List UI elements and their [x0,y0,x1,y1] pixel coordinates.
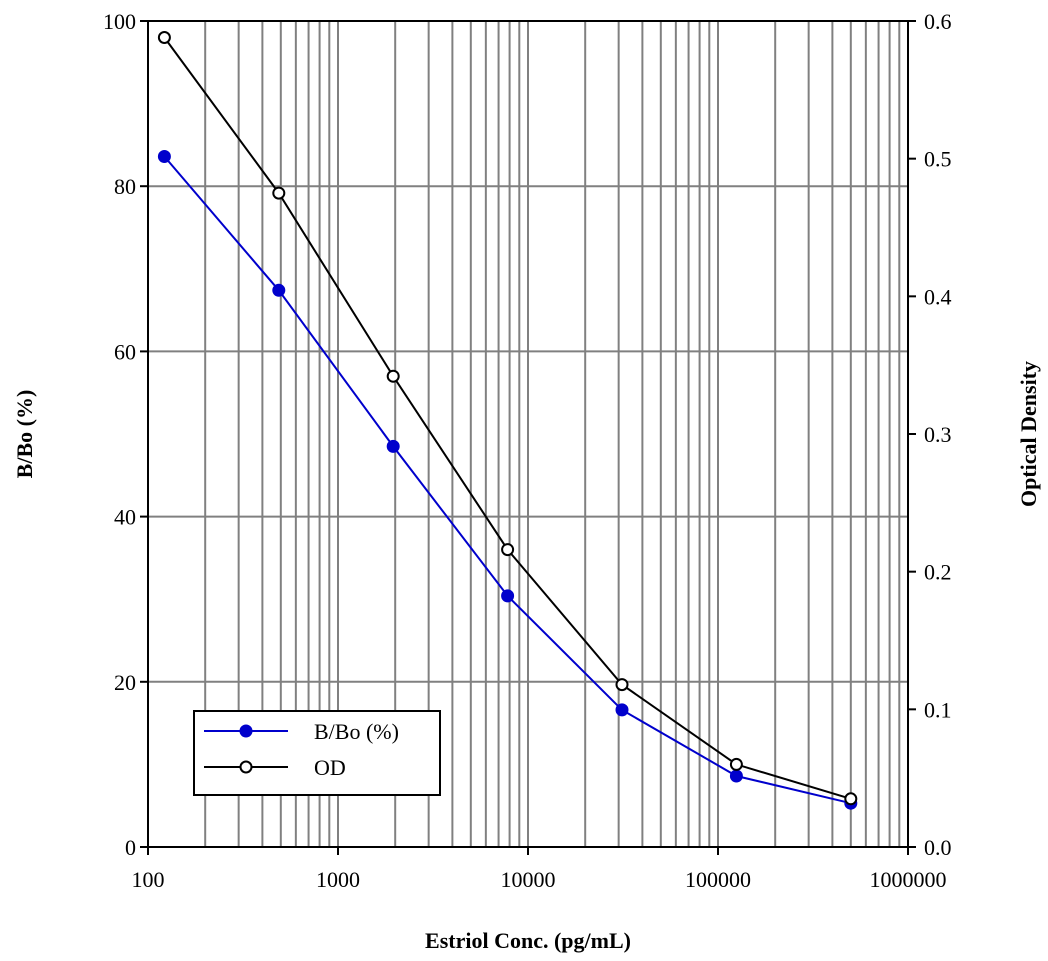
x-tick-label: 1000000 [870,867,947,892]
data-point-bbo [386,439,400,453]
data-point-od [501,543,515,557]
y2-tick-label: 0.0 [924,835,952,860]
data-point-od [729,757,743,771]
y-tick-label: 80 [114,174,136,199]
grid-layer [148,21,908,847]
ticks-layer: 100 1000 10000 100000 1000000 0 20 40 60 80 100 0.0… [103,9,952,892]
legend-box [193,710,441,796]
y-tick-label: 60 [114,339,136,364]
x-tick-label: 100000 [685,867,751,892]
legend-swatch-marker [239,760,253,774]
x-tick-label: 1000 [316,867,360,892]
y-tick-label: 100 [103,9,136,34]
data-point-od [386,369,400,383]
data-point-bbo [501,589,515,603]
series-line-bbo [163,155,852,805]
data-point-od [844,792,858,806]
y-tick-label: 20 [114,670,136,695]
legend-label-bbo: B/Bo (%) [314,719,399,744]
data-point-bbo [157,150,171,163]
legend-label-od: OD [314,755,346,780]
y2-tick-label: 0.1 [924,697,952,722]
series-layer [157,31,858,810]
y-tick-label: 40 [114,505,136,530]
data-point-bbo [272,283,286,297]
data-point-od [272,186,286,200]
y-axis-title: B/Bo (%) [12,390,37,479]
data-point-bbo [615,703,629,717]
x-tick-label: 10000 [501,867,556,892]
x-axis-title: Estriol Conc. (pg/mL) [425,928,631,953]
legend: B/Bo (%) OD [193,710,441,796]
data-point-bbo [729,769,743,783]
y2-tick-label: 0.4 [924,284,952,309]
y-tick-label: 0 [125,835,136,860]
data-point-od [157,31,171,44]
x-tick-label: 100 [132,867,165,892]
legend-swatch-marker [239,724,253,738]
y2-tick-label: 0.6 [924,9,952,34]
y2-tick-label: 0.5 [924,147,952,172]
series-line-od [163,36,852,800]
data-point-od [615,678,629,692]
y2-tick-label: 0.2 [924,560,952,585]
y2-axis-title: Optical Density [1016,361,1041,507]
y2-tick-label: 0.3 [924,422,952,447]
